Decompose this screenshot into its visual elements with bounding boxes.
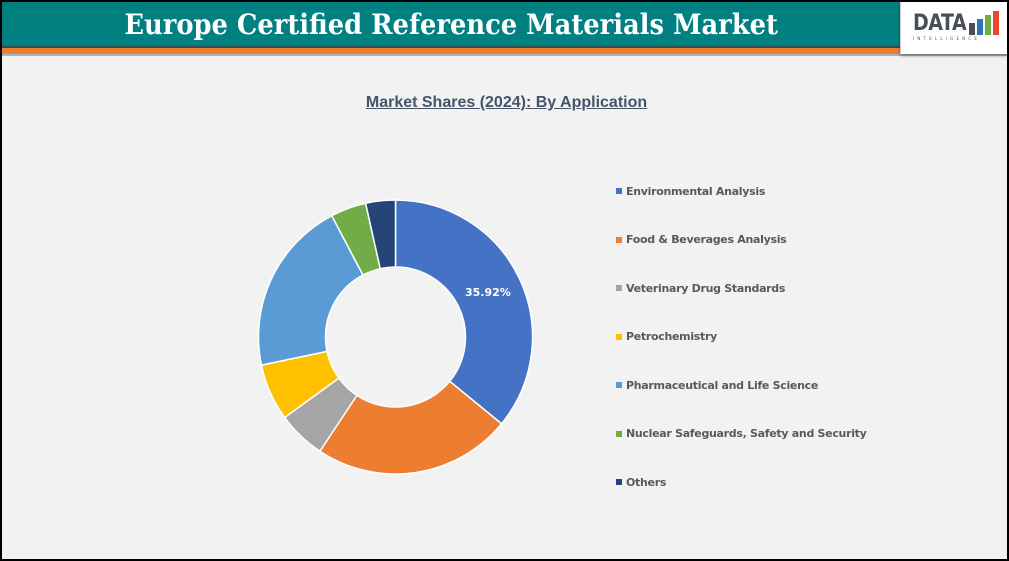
legend-item: Environmental Analysis (616, 183, 765, 199)
legend-swatch-icon (616, 285, 622, 291)
donut-segment-others (364, 199, 397, 270)
legend-item: Others (616, 474, 666, 490)
legend-swatch-icon (616, 236, 622, 243)
donut-chart (257, 199, 534, 475)
donut-segment-food-beverages-analysis (318, 380, 503, 475)
logo: DATA INTELLIGENCE (900, 2, 1007, 54)
logo-bar-icon (969, 23, 975, 35)
legend-item: Food & Beverages Analysis (616, 232, 787, 248)
legend-label: Pharmaceutical and Life Science (626, 378, 819, 392)
legend-item: Pharmaceutical and Life Science (616, 377, 818, 393)
legend-item: Nuclear Safeguards, Safety and Security (616, 426, 867, 442)
legend-swatch-icon (616, 430, 622, 437)
legend-item: Veterinary Drug Standards (616, 280, 785, 296)
logo-bar-icon (985, 15, 991, 35)
legend-label: Nuclear Safeguards, Safety and Security (626, 427, 867, 440)
legend-label: Food & Beverages Analysis (626, 233, 787, 246)
header-banner: Europe Certified Reference Materials Mar… (2, 2, 900, 46)
page-title: Europe Certified Reference Materials Mar… (124, 7, 778, 41)
legend-label: Petrochemistry (626, 330, 718, 343)
data-label: 35.92% (465, 286, 511, 299)
legend-swatch-icon (616, 188, 622, 194)
logo-subtext: INTELLIGENCE (913, 36, 981, 41)
header-shadow (2, 46, 900, 48)
legend-label: Environmental Analysis (626, 184, 766, 198)
header-accent-bar (2, 48, 900, 54)
legend-label: Veterinary Drug Standards (626, 281, 786, 295)
legend-item: Petrochemistry (616, 329, 717, 345)
legend-swatch-icon (616, 479, 622, 485)
logo-bar-icon (993, 11, 999, 35)
legend-swatch-icon (616, 382, 622, 388)
chart-title: Market Shares (2024): By Application (365, 94, 648, 111)
logo-bar-icon (977, 19, 983, 35)
header-divider (2, 54, 1007, 56)
legend-swatch-icon (616, 333, 622, 340)
donut-segment-pharmaceutical-and-life-science (257, 214, 364, 367)
donut-segment-environmental-analysis (394, 199, 534, 425)
legend-label: Others (626, 475, 667, 489)
logo-text: DATA (913, 10, 967, 36)
